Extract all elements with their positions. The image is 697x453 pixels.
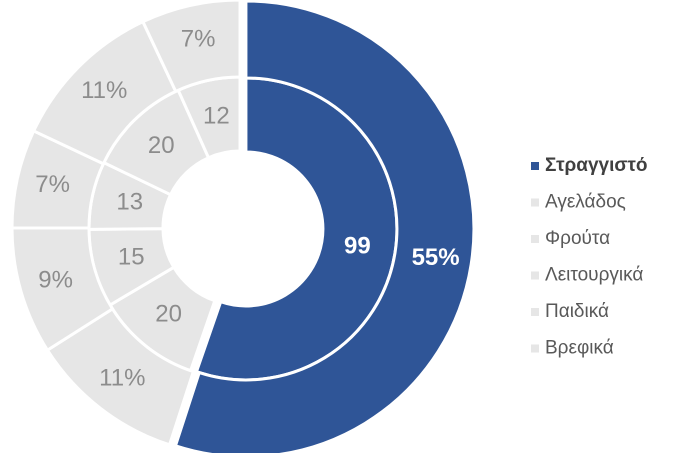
legend-swatch	[531, 235, 539, 243]
data-label: 9%	[38, 267, 73, 294]
data-label: 11%	[99, 365, 145, 392]
data-label-value: 55	[412, 244, 439, 271]
data-label-value: 9	[38, 267, 51, 294]
data-label-unit: %	[124, 365, 145, 392]
data-label: 20	[155, 301, 182, 328]
legend-label: Φρούτα	[545, 228, 610, 249]
data-label: 20	[148, 132, 175, 159]
data-label: 99	[344, 233, 371, 260]
data-label: 55%	[412, 244, 460, 271]
legend-swatch	[531, 344, 539, 353]
data-label: 12	[203, 103, 230, 130]
legend-swatch	[531, 271, 539, 280]
legend-label: Παιδικά	[545, 301, 609, 322]
legend-swatch	[531, 162, 539, 170]
data-label-unit: %	[194, 26, 215, 53]
legend-label: Λειτουργικά	[545, 265, 643, 286]
donut-segment	[141, 0, 242, 93]
data-label: 7%	[35, 171, 70, 198]
legend-swatch	[531, 308, 539, 316]
legend-label: Στραγγιστό	[545, 155, 648, 176]
data-label-value: 20	[155, 301, 182, 328]
data-label-value: 11	[81, 78, 106, 105]
legend-swatch	[531, 198, 539, 207]
data-label-value: 11	[99, 365, 124, 392]
data-label: 7%	[181, 26, 216, 53]
data-label-unit: %	[52, 267, 73, 294]
legend-label: Βρεφικά	[545, 338, 614, 359]
data-label-unit: %	[49, 171, 70, 198]
data-label-value: 13	[116, 189, 143, 216]
data-label-value: 99	[344, 233, 371, 260]
data-label: 15	[118, 244, 145, 271]
data-label-value: 7	[35, 171, 48, 198]
data-label-value: 15	[118, 244, 145, 271]
data-label-unit: %	[438, 244, 459, 271]
data-label-value: 7	[181, 26, 194, 53]
data-label: 11%	[81, 78, 127, 105]
donut-segment	[173, 0, 476, 453]
legend-label: Αγελάδος	[545, 192, 626, 213]
data-label: 13	[116, 189, 143, 216]
data-label-value: 20	[148, 132, 175, 159]
data-label-value: 12	[203, 103, 230, 130]
data-label-unit: %	[106, 78, 127, 105]
